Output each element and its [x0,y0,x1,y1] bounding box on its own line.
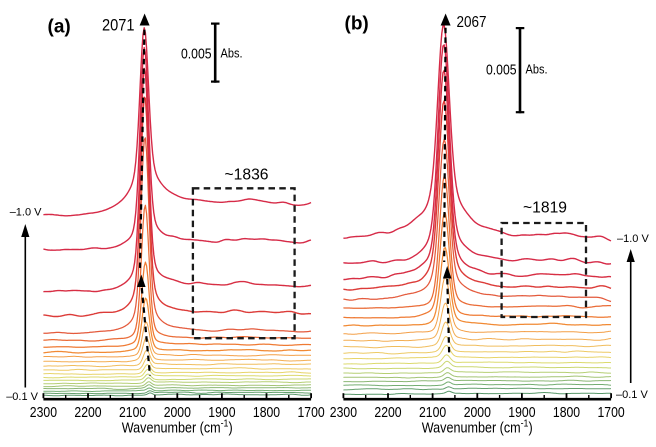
svg-text:1800: 1800 [553,404,580,421]
svg-text:–0.1 V: –0.1 V [6,391,38,403]
svg-text:2300: 2300 [30,404,57,421]
svg-text:2100: 2100 [119,404,146,421]
svg-text:1900: 1900 [508,404,535,421]
svg-text:2300: 2300 [330,404,357,421]
svg-text:(a): (a) [48,17,71,38]
svg-text:2000: 2000 [464,404,491,421]
svg-text:~1836: ~1836 [225,167,269,184]
svg-text:2071: 2071 [102,16,135,35]
svg-text:Wavenumber (cm-1): Wavenumber (cm-1) [422,418,533,436]
svg-text:–1.0 V: –1.0 V [10,206,42,218]
svg-text:–0.1 V: –0.1 V [616,389,648,401]
svg-text:0.005: 0.005 [486,62,517,79]
svg-text:2200: 2200 [74,404,101,421]
svg-text:2000: 2000 [164,404,191,421]
svg-text:(b): (b) [345,14,369,35]
svg-text:1700: 1700 [598,404,625,421]
svg-text:1800: 1800 [253,404,280,421]
svg-text:Abs.: Abs. [526,63,548,77]
svg-text:2067: 2067 [457,14,487,31]
svg-text:Abs.: Abs. [221,47,243,61]
svg-text:0.005: 0.005 [181,46,212,63]
svg-text:~1819: ~1819 [523,200,567,217]
svg-text:–1.0 V: –1.0 V [617,233,649,245]
svg-text:1700: 1700 [298,404,325,421]
svg-text:2200: 2200 [374,404,401,421]
svg-text:Wavenumber (cm-1): Wavenumber (cm-1) [122,418,233,436]
svg-text:1900: 1900 [208,404,235,421]
svg-text:2100: 2100 [419,404,446,421]
